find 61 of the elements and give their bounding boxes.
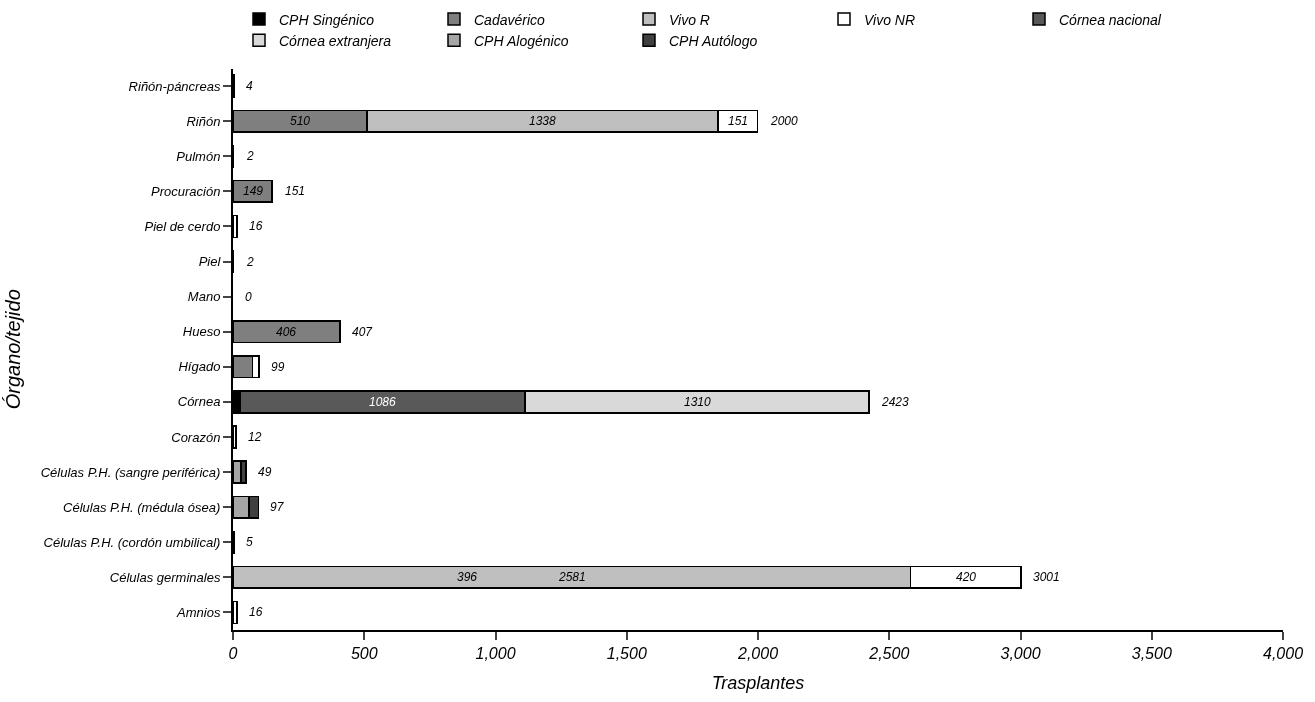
total-label: 97 <box>270 500 285 514</box>
legend-label: Cadavérico <box>474 11 546 28</box>
legend-label: CPH Autólogo <box>669 32 758 49</box>
total-label: 4 <box>246 79 253 93</box>
legend-label: Vivo R <box>669 11 710 28</box>
y-tick-label: Pulmón <box>176 148 221 164</box>
data-label: 1310 <box>684 395 712 409</box>
data-label: 1338 <box>529 114 557 128</box>
total-label: 407 <box>352 325 374 339</box>
total-label: 99 <box>271 360 285 374</box>
total-label: 16 <box>249 605 263 619</box>
x-tick-label: 1,000 <box>475 645 516 663</box>
y-tick-label: Corazón <box>171 429 221 445</box>
x-tick-label: 3,500 <box>1131 645 1172 663</box>
data-label: 151 <box>728 114 749 128</box>
x-axis-title: Trasplantes <box>711 672 805 693</box>
total-label: 151 <box>285 184 306 198</box>
y-tick-label: Piel de cerdo <box>144 218 221 234</box>
y-tick-label: Riñón-páncreas <box>128 78 221 94</box>
y-tick-label: Hígado <box>178 359 221 375</box>
y-axis-title: Órgano/tejido <box>1 289 24 410</box>
legend-label: Vivo NR <box>864 11 916 28</box>
legend-label: Córnea nacional <box>1059 11 1162 28</box>
total-label: 2 <box>246 149 254 163</box>
y-tick-label: Células P.H. (sangre periférica) <box>40 464 221 480</box>
total-label: 16 <box>249 219 263 233</box>
x-tick-label: 1,500 <box>606 645 647 663</box>
y-tick-label: Piel <box>198 254 222 270</box>
total-label: 5 <box>246 535 253 549</box>
y-tick-label: Células P.H. (médula ósea) <box>63 499 221 515</box>
total-label: 3001 <box>1033 570 1060 584</box>
data-label: 406 <box>276 325 297 339</box>
legend-label: Córnea extranjera <box>279 32 392 49</box>
y-tick-label: Células P.H. (cordón umbilical) <box>43 534 221 550</box>
total-label: 2000 <box>770 114 799 128</box>
total-label: 49 <box>258 465 272 479</box>
legend-label: CPH Singénico <box>279 11 375 28</box>
total-label: 2423 <box>881 395 910 409</box>
y-tick-label: Riñón <box>186 113 221 129</box>
y-tick-label: Amnios <box>176 605 221 620</box>
annotation: 396 <box>457 570 478 584</box>
y-tick-label: Mano <box>187 289 221 305</box>
text: 0 <box>245 290 252 304</box>
y-tick-label: Hueso <box>182 324 221 340</box>
data-label: 1086 <box>369 395 397 409</box>
data-label: 149 <box>243 184 264 198</box>
x-tick-label: 2,000 <box>736 645 779 663</box>
x-tick-label: 0 <box>228 645 238 663</box>
x-tick-label: 2,500 <box>868 645 910 663</box>
x-tick-label: 4,000 <box>1262 645 1304 663</box>
total-label: 2 <box>246 255 254 269</box>
y-tick-label: Procuración <box>151 183 221 199</box>
total-label: 12 <box>248 430 262 444</box>
y-tick-label: Células germinales <box>109 569 221 585</box>
legend-label: CPH Alogénico <box>474 32 569 49</box>
y-tick-label: Córnea <box>177 394 221 410</box>
data-label: 420 <box>956 570 977 584</box>
data-label: 510 <box>290 114 311 128</box>
x-tick-label: 500 <box>350 645 378 663</box>
data-label: 2581 <box>558 570 586 584</box>
x-tick-label: 3,000 <box>1000 645 1041 663</box>
